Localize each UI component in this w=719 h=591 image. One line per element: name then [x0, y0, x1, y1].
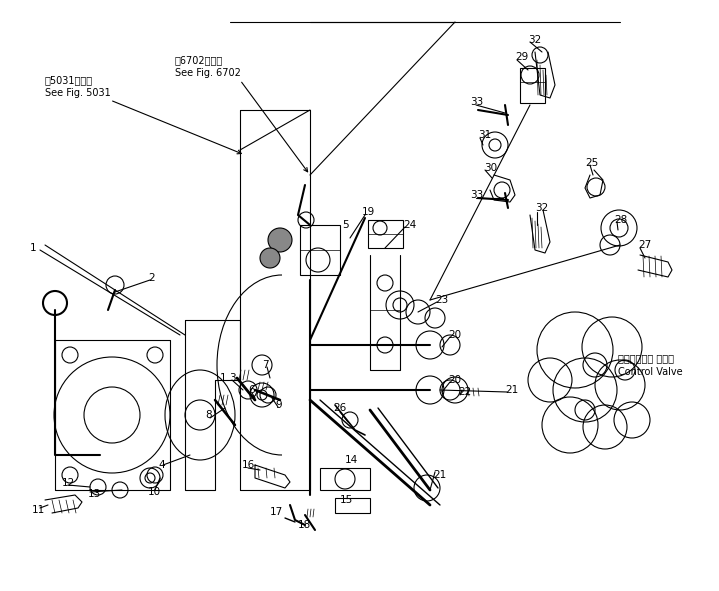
Text: 20: 20 [448, 375, 461, 385]
Text: 1: 1 [30, 243, 37, 253]
Text: 13: 13 [88, 489, 101, 499]
Bar [320, 468, 370, 490]
Text: 16: 16 [242, 460, 255, 470]
Text: 31: 31 [478, 130, 491, 140]
Text: See Fig. 5031: See Fig. 5031 [45, 88, 111, 98]
Text: 19: 19 [362, 207, 375, 217]
Text: 28: 28 [614, 215, 627, 225]
Bar [368, 220, 403, 248]
Text: 第6702図参照: 第6702図参照 [175, 55, 224, 65]
Text: 22: 22 [458, 387, 471, 397]
Text: 11: 11 [32, 505, 45, 515]
Text: 9: 9 [275, 400, 282, 410]
Text: 10: 10 [148, 487, 161, 497]
Bar [300, 225, 340, 275]
Text: 6: 6 [248, 385, 255, 395]
Text: 14: 14 [345, 455, 358, 465]
Text: 21: 21 [505, 385, 518, 395]
Text: 第5031図参照: 第5031図参照 [45, 75, 93, 85]
Text: 15: 15 [340, 495, 353, 505]
Circle shape [268, 228, 292, 252]
Circle shape [260, 248, 280, 268]
Bar [335, 498, 370, 513]
Text: 25: 25 [585, 158, 598, 168]
Bar [520, 68, 545, 103]
Text: See Fig. 6702: See Fig. 6702 [175, 68, 241, 78]
Circle shape [43, 291, 67, 315]
Text: 8: 8 [205, 410, 211, 420]
Text: 29: 29 [515, 52, 528, 62]
Text: 4: 4 [158, 460, 165, 470]
Text: 17: 17 [270, 507, 283, 517]
Text: コントロール バルブ: コントロール バルブ [618, 353, 674, 363]
Text: 2: 2 [148, 273, 155, 283]
Text: 7: 7 [262, 360, 269, 370]
Text: 26: 26 [333, 403, 347, 413]
Text: 12: 12 [62, 478, 75, 488]
Text: 33: 33 [470, 190, 483, 200]
Text: 21: 21 [433, 470, 446, 480]
Text: Control Valve: Control Valve [618, 367, 682, 377]
Text: 5: 5 [342, 220, 349, 230]
Text: 3: 3 [229, 373, 236, 383]
Text: 18: 18 [298, 520, 311, 530]
Text: 32: 32 [528, 35, 541, 45]
Text: 1: 1 [220, 373, 226, 383]
Text: 32: 32 [535, 203, 549, 213]
Text: 27: 27 [638, 240, 651, 250]
Text: 24: 24 [403, 220, 416, 230]
Text: 30: 30 [484, 163, 497, 173]
Text: 33: 33 [470, 97, 483, 107]
Text: 20: 20 [448, 330, 461, 340]
Text: 23: 23 [435, 295, 448, 305]
